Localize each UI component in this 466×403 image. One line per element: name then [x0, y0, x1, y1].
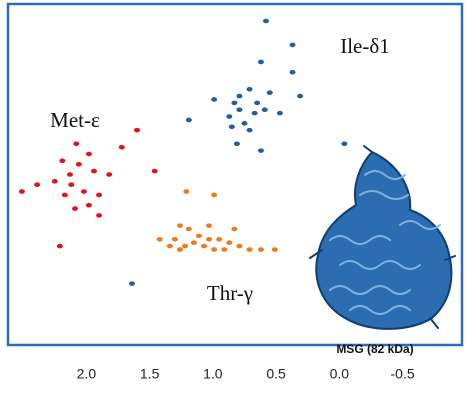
point [85, 202, 92, 208]
x-tick-label: 1.5 [140, 366, 160, 382]
point [211, 97, 218, 102]
point [211, 247, 218, 252]
point [90, 168, 97, 174]
protein-structure [309, 145, 456, 330]
point [128, 281, 135, 286]
point [257, 59, 264, 65]
point [96, 192, 103, 198]
point [51, 179, 58, 184]
point [246, 247, 253, 252]
point [262, 18, 269, 24]
point [96, 213, 103, 218]
point [231, 100, 238, 106]
point [211, 192, 218, 198]
point [195, 233, 202, 239]
point [246, 127, 253, 133]
point [226, 114, 233, 119]
series-label: Thr-γ [207, 281, 253, 305]
point [85, 151, 92, 157]
series-label: Ile-δ1 [340, 34, 390, 58]
point [221, 247, 228, 252]
point [56, 243, 63, 249]
point [72, 206, 79, 211]
point [80, 189, 87, 194]
point [75, 161, 82, 167]
point [171, 236, 178, 242]
point [176, 223, 183, 228]
point [185, 117, 192, 123]
point [231, 226, 238, 232]
point [289, 69, 296, 75]
point [118, 144, 125, 150]
point [261, 107, 268, 113]
point [176, 247, 183, 252]
point [236, 243, 243, 249]
point [341, 141, 348, 147]
point [156, 236, 163, 242]
x-tick-label: 1.0 [203, 366, 223, 382]
x-tick-label: -0.5 [391, 366, 415, 382]
point [106, 172, 113, 177]
point [18, 189, 25, 194]
point [297, 93, 304, 99]
point [266, 90, 273, 95]
point [216, 236, 223, 242]
annotation: MSG (82 kDa) [336, 342, 413, 356]
x-tick-label: 2.0 [77, 366, 97, 382]
point [206, 236, 213, 242]
point [257, 247, 264, 252]
point [59, 158, 66, 164]
point [185, 226, 192, 232]
point [246, 86, 253, 92]
series-label: Met-ε [50, 108, 100, 132]
point [166, 243, 173, 249]
x-tick-label: 0.0 [330, 366, 350, 382]
point [257, 148, 264, 153]
point [190, 240, 197, 245]
point [241, 121, 248, 126]
point [271, 247, 278, 252]
point [254, 100, 261, 106]
point [183, 189, 190, 194]
point [133, 127, 140, 133]
point [289, 42, 296, 48]
point [206, 223, 213, 228]
point [226, 240, 233, 245]
point [201, 243, 208, 249]
point [34, 182, 41, 188]
point [61, 192, 68, 198]
x-tick-label: 0.5 [266, 366, 286, 382]
point [68, 182, 75, 188]
point [73, 141, 80, 147]
point [276, 110, 283, 116]
point [236, 107, 243, 113]
point [182, 243, 189, 249]
point [233, 141, 240, 147]
point [228, 124, 235, 130]
point [236, 93, 243, 99]
point [151, 168, 158, 174]
point [66, 172, 73, 177]
point [251, 110, 258, 116]
